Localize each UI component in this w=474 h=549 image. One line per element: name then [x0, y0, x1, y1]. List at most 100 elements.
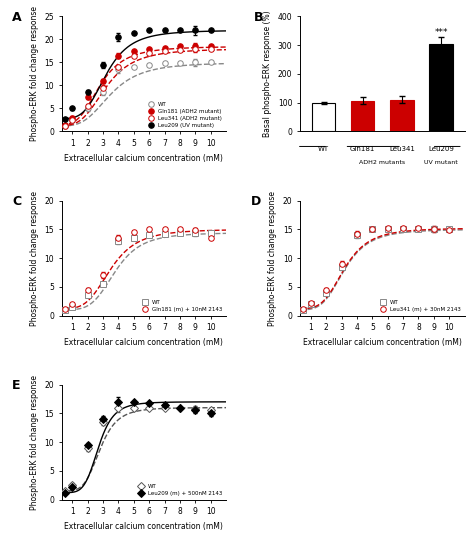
X-axis label: Extracellular calcium concentration (mM): Extracellular calcium concentration (mM): [64, 522, 223, 531]
Leu341 (ADH2 mutant): [146, 50, 152, 57]
WT: [192, 405, 198, 412]
WT: [301, 306, 306, 313]
WT: [354, 232, 360, 238]
WT: [70, 482, 75, 489]
Line: WT: WT: [301, 227, 452, 312]
Leu209 (m) + 500nM 2143: [131, 399, 137, 405]
Gln181 (ADH2 mutant): [162, 44, 167, 51]
Leu209 (m) + 500nM 2143: [70, 484, 75, 490]
Leu209 (UV mutant): [146, 27, 152, 33]
Leu341 (m) + 30nM 2143: [323, 287, 329, 293]
Leu209 (m) + 500nM 2143: [62, 489, 67, 496]
Leu341 (ADH2 mutant): [162, 48, 167, 54]
Line: WT: WT: [62, 405, 213, 494]
WT: [62, 488, 67, 494]
Legend: WT, Gln181 (ADH2 mutant), Leu341 (ADH2 mutant), Leu209 (UV mutant): WT, Gln181 (ADH2 mutant), Leu341 (ADH2 m…: [145, 101, 223, 128]
Leu341 (ADH2 mutant): [62, 122, 67, 129]
WT: [100, 419, 106, 425]
WT: [62, 122, 67, 129]
Y-axis label: Phospho-ERK fold change response: Phospho-ERK fold change response: [30, 191, 39, 326]
Legend: WT, Leu209 (m) + 500nM 2143: WT, Leu209 (m) + 500nM 2143: [135, 483, 223, 497]
Leu341 (m) + 30nM 2143: [385, 225, 391, 232]
WT: [416, 226, 421, 233]
Gln181 (ADH2 mutant): [70, 114, 75, 121]
Leu209 (UV mutant): [162, 27, 167, 33]
Legend: WT, Leu341 (m) + 30nM 2143: WT, Leu341 (m) + 30nM 2143: [376, 299, 462, 313]
WT: [100, 89, 106, 96]
Leu341 (m) + 30nM 2143: [400, 225, 406, 232]
Line: WT: WT: [62, 60, 213, 129]
Gln181 (ADH2 mutant): [208, 43, 214, 49]
Leu209 (m) + 500nM 2143: [162, 401, 167, 408]
WT: [208, 229, 214, 236]
Leu341 (ADH2 mutant): [70, 117, 75, 124]
Y-axis label: Phospho-ERK fold change response: Phospho-ERK fold change response: [30, 7, 39, 142]
Leu209 (UV mutant): [192, 27, 198, 33]
X-axis label: Extracellular calcium concentration (mM): Extracellular calcium concentration (mM): [64, 154, 223, 163]
WT: [400, 226, 406, 233]
Gln181 (m) + 10nM 2143: [131, 229, 137, 236]
WT: [70, 117, 75, 124]
Text: Gln181: Gln181: [350, 147, 375, 153]
Leu209 (m) + 500nM 2143: [116, 399, 121, 405]
Text: Leu341: Leu341: [389, 147, 415, 153]
Gln181 (m) + 10nM 2143: [70, 301, 75, 307]
WT: [369, 226, 375, 233]
Text: UV mutant: UV mutant: [424, 160, 458, 165]
Line: Leu341 (m) + 30nM 2143: Leu341 (m) + 30nM 2143: [301, 225, 452, 311]
Leu209 (UV mutant): [177, 27, 183, 33]
Gln181 (ADH2 mutant): [177, 43, 183, 49]
WT: [339, 264, 345, 270]
Gln181 (ADH2 mutant): [131, 48, 137, 54]
Leu341 (ADH2 mutant): [131, 52, 137, 59]
Leu209 (m) + 500nM 2143: [100, 416, 106, 422]
Line: Gln181 (ADH2 mutant): Gln181 (ADH2 mutant): [62, 43, 213, 127]
WT: [192, 59, 198, 66]
Gln181 (ADH2 mutant): [62, 121, 67, 128]
Gln181 (m) + 10nM 2143: [85, 287, 91, 293]
Bar: [312, 103, 335, 132]
Gln181 (m) + 10nM 2143: [116, 234, 121, 241]
Leu209 (UV mutant): [85, 89, 91, 96]
Gln181 (m) + 10nM 2143: [208, 234, 214, 241]
Gln181 (m) + 10nM 2143: [62, 305, 67, 312]
Leu209 (m) + 500nM 2143: [192, 407, 198, 414]
WT: [177, 230, 183, 237]
Leu341 (m) + 30nM 2143: [308, 300, 314, 306]
Leu209 (m) + 500nM 2143: [177, 404, 183, 411]
Line: Leu341 (ADH2 mutant): Leu341 (ADH2 mutant): [62, 46, 213, 128]
Legend: WT, Gln181 (m) + 10nM 2143: WT, Gln181 (m) + 10nM 2143: [138, 299, 223, 313]
Leu341 (m) + 30nM 2143: [369, 226, 375, 233]
Gln181 (m) + 10nM 2143: [146, 226, 152, 233]
WT: [162, 60, 167, 66]
Leu209 (UV mutant): [131, 29, 137, 36]
WT: [447, 226, 452, 233]
WT: [146, 232, 152, 238]
Gln181 (m) + 10nM 2143: [100, 272, 106, 278]
Gln181 (ADH2 mutant): [116, 52, 121, 59]
Bar: [351, 100, 374, 132]
WT: [162, 404, 167, 411]
Leu341 (ADH2 mutant): [192, 46, 198, 52]
WT: [116, 238, 121, 244]
Leu341 (m) + 30nM 2143: [447, 227, 452, 234]
Leu341 (ADH2 mutant): [208, 46, 214, 52]
WT: [62, 306, 67, 313]
Leu209 (UV mutant): [208, 27, 214, 33]
Leu341 (ADH2 mutant): [177, 46, 183, 53]
Bar: [390, 100, 414, 132]
WT: [85, 445, 91, 451]
Gln181 (m) + 10nM 2143: [177, 226, 183, 233]
WT: [308, 301, 314, 307]
Gln181 (ADH2 mutant): [146, 46, 152, 52]
Line: Leu209 (UV mutant): Leu209 (UV mutant): [62, 27, 213, 121]
WT: [116, 404, 121, 411]
Text: ***: ***: [434, 27, 448, 37]
Text: ADH2 mutants: ADH2 mutants: [359, 160, 405, 165]
WT: [177, 60, 183, 66]
WT: [208, 59, 214, 66]
Gln181 (m) + 10nM 2143: [192, 227, 198, 234]
Leu341 (m) + 30nM 2143: [339, 260, 345, 267]
WT: [431, 226, 437, 233]
X-axis label: Extracellular calcium concentration (mM): Extracellular calcium concentration (mM): [303, 338, 462, 347]
